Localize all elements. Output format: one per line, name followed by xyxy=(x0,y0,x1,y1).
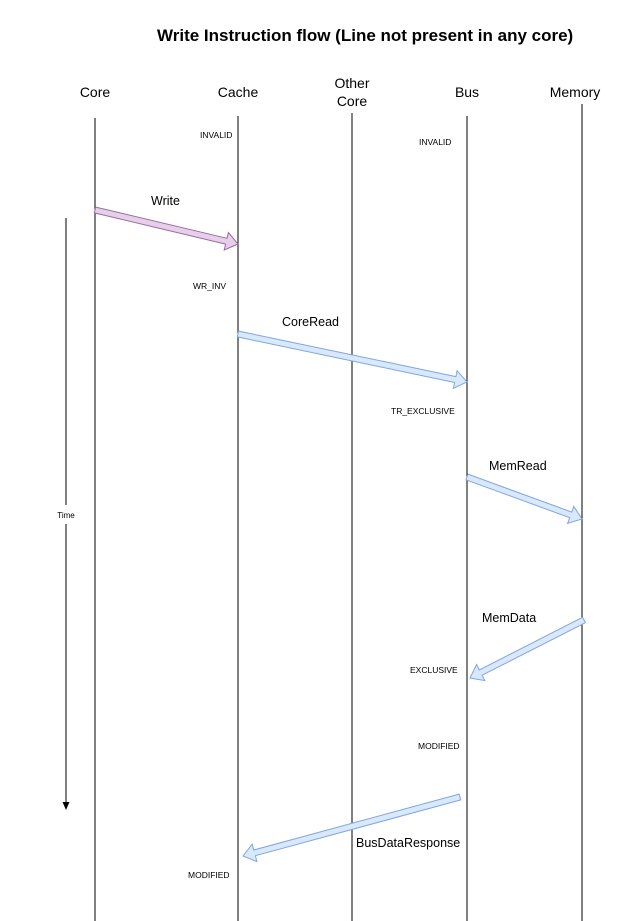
busdataresponse-arrow xyxy=(242,793,462,863)
state-bus-modified: MODIFIED xyxy=(418,741,460,751)
memdata-arrow xyxy=(469,616,587,682)
message-label-memread: MemRead xyxy=(489,459,547,473)
diagram-title: Write Instruction flow (Line not present… xyxy=(157,26,573,45)
participant-core: Core xyxy=(80,84,111,100)
message-label-write: Write xyxy=(151,194,180,208)
state-bus-exclusive: EXCLUSIVE xyxy=(410,665,458,675)
memread-arrow xyxy=(465,473,583,525)
time-axis-arrowhead xyxy=(62,802,70,810)
participant-bus: Bus xyxy=(455,84,479,100)
state-bus-tr-exclusive: TR_EXCLUSIVE xyxy=(391,406,455,416)
write-arrow xyxy=(93,206,239,251)
state-cache-wr-inv: WR_INV xyxy=(193,281,226,291)
time-label: Time xyxy=(57,511,75,520)
participant-other-core-line1: Other xyxy=(334,75,369,91)
message-arrows xyxy=(93,206,587,863)
participant-cache: Cache xyxy=(218,84,259,100)
state-bus-invalid: INVALID xyxy=(419,137,451,147)
state-cache-modified: MODIFIED xyxy=(188,870,230,880)
participant-other-core-line2: Core xyxy=(337,93,368,109)
coreread-arrow xyxy=(236,330,468,390)
state-cache-invalid: INVALID xyxy=(200,130,232,140)
message-label-busdataresponse: BusDataResponse xyxy=(356,836,460,850)
message-label-coreread: CoreRead xyxy=(282,315,339,329)
participant-memory: Memory xyxy=(550,84,601,100)
message-label-memdata: MemData xyxy=(482,611,536,625)
